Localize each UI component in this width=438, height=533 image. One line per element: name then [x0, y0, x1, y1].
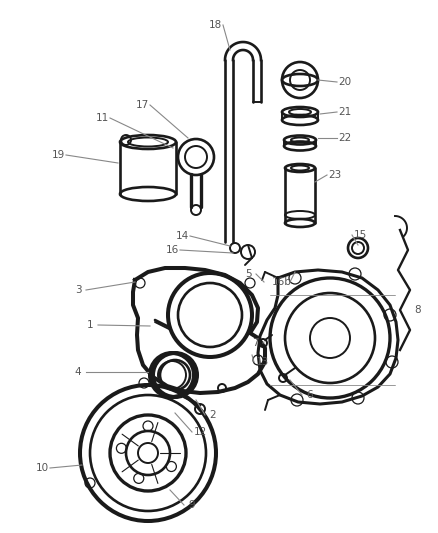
Text: 18: 18 [208, 20, 222, 30]
Text: 23: 23 [328, 170, 342, 180]
Text: 13: 13 [255, 357, 268, 367]
Text: 15: 15 [353, 230, 367, 240]
Text: 20: 20 [339, 77, 352, 87]
Text: 14: 14 [175, 231, 189, 241]
Text: 7: 7 [252, 338, 258, 348]
Text: 21: 21 [339, 107, 352, 117]
Text: 19: 19 [51, 150, 65, 160]
Text: 22: 22 [339, 133, 352, 143]
Text: 5: 5 [245, 269, 251, 279]
Text: 4: 4 [75, 367, 81, 377]
Text: 8: 8 [415, 305, 421, 315]
Text: 9: 9 [189, 500, 195, 510]
Text: 11: 11 [95, 113, 109, 123]
Text: 17: 17 [135, 100, 148, 110]
Text: 10: 10 [35, 463, 49, 473]
Text: 12: 12 [193, 427, 207, 437]
Text: 16b: 16b [272, 277, 292, 287]
Text: 1: 1 [87, 320, 93, 330]
Text: 2: 2 [210, 410, 216, 420]
Text: 6: 6 [307, 390, 313, 400]
Text: 16: 16 [166, 245, 179, 255]
Text: 3: 3 [75, 285, 81, 295]
